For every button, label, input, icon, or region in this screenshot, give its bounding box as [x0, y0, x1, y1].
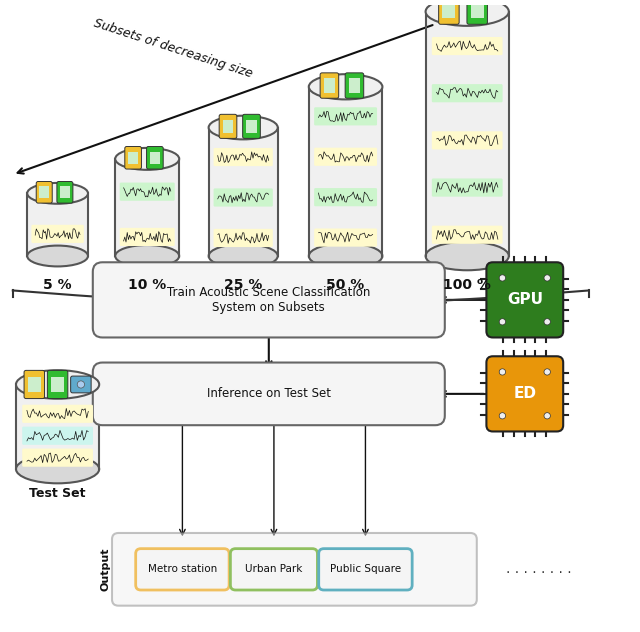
FancyBboxPatch shape [70, 376, 91, 393]
Circle shape [544, 413, 550, 419]
FancyBboxPatch shape [24, 370, 45, 399]
Ellipse shape [426, 242, 509, 270]
Ellipse shape [426, 0, 509, 26]
Text: 50 %: 50 % [326, 278, 365, 292]
Polygon shape [27, 193, 88, 256]
FancyBboxPatch shape [438, 0, 459, 24]
Circle shape [544, 319, 550, 325]
Circle shape [499, 319, 506, 325]
FancyBboxPatch shape [22, 449, 93, 467]
FancyBboxPatch shape [319, 549, 412, 590]
Ellipse shape [115, 245, 179, 267]
FancyBboxPatch shape [432, 226, 502, 244]
FancyBboxPatch shape [486, 356, 563, 432]
FancyBboxPatch shape [214, 188, 273, 207]
FancyBboxPatch shape [60, 186, 70, 198]
FancyBboxPatch shape [345, 73, 364, 98]
FancyBboxPatch shape [51, 377, 64, 392]
FancyBboxPatch shape [22, 427, 93, 445]
FancyBboxPatch shape [214, 229, 273, 247]
FancyBboxPatch shape [314, 188, 377, 206]
FancyBboxPatch shape [432, 131, 502, 150]
Ellipse shape [309, 243, 383, 269]
Text: 5 %: 5 % [44, 278, 72, 292]
Text: Inference on Test Set: Inference on Test Set [207, 387, 331, 400]
FancyBboxPatch shape [314, 107, 377, 125]
FancyBboxPatch shape [467, 0, 488, 24]
Ellipse shape [209, 244, 278, 268]
Circle shape [499, 413, 506, 419]
FancyBboxPatch shape [230, 549, 317, 590]
FancyBboxPatch shape [93, 262, 445, 337]
Text: . . . . . . . .: . . . . . . . . [506, 562, 572, 576]
FancyBboxPatch shape [219, 114, 237, 138]
FancyBboxPatch shape [125, 147, 141, 169]
FancyBboxPatch shape [47, 370, 68, 399]
Text: Metro station: Metro station [148, 564, 217, 574]
Ellipse shape [209, 116, 278, 140]
Text: Train Acoustic Scene Classification
System on Subsets: Train Acoustic Scene Classification Syst… [167, 286, 371, 314]
FancyBboxPatch shape [324, 78, 335, 93]
Polygon shape [426, 11, 509, 256]
FancyBboxPatch shape [442, 3, 456, 18]
Polygon shape [115, 159, 179, 256]
FancyBboxPatch shape [22, 404, 93, 423]
Ellipse shape [16, 370, 99, 399]
Circle shape [499, 369, 506, 375]
FancyBboxPatch shape [432, 37, 502, 55]
Text: Test Set: Test Set [29, 487, 86, 500]
Text: Output: Output [100, 547, 111, 591]
Polygon shape [209, 128, 278, 256]
Text: ED: ED [513, 386, 536, 401]
FancyBboxPatch shape [432, 84, 502, 102]
FancyBboxPatch shape [243, 114, 260, 138]
FancyBboxPatch shape [112, 533, 477, 605]
Text: Public Square: Public Square [330, 564, 401, 574]
Circle shape [77, 381, 84, 388]
Text: 25 %: 25 % [224, 278, 262, 292]
Circle shape [544, 369, 550, 375]
FancyBboxPatch shape [28, 377, 41, 392]
FancyBboxPatch shape [57, 181, 73, 203]
Text: 100 %: 100 % [444, 278, 491, 292]
Polygon shape [16, 384, 99, 469]
Polygon shape [309, 87, 383, 256]
Ellipse shape [16, 455, 99, 483]
Circle shape [499, 275, 506, 281]
FancyBboxPatch shape [136, 549, 229, 590]
FancyBboxPatch shape [320, 73, 339, 98]
Text: Urban Park: Urban Park [245, 564, 303, 574]
FancyBboxPatch shape [471, 3, 484, 18]
Ellipse shape [27, 246, 88, 267]
Text: Subsets of decreasing size: Subsets of decreasing size [92, 17, 254, 80]
FancyBboxPatch shape [349, 78, 360, 93]
FancyBboxPatch shape [246, 119, 257, 133]
FancyBboxPatch shape [150, 152, 160, 164]
Text: GPU: GPU [507, 293, 543, 307]
FancyBboxPatch shape [120, 183, 175, 201]
Ellipse shape [115, 148, 179, 170]
Text: 10 %: 10 % [128, 278, 166, 292]
FancyBboxPatch shape [432, 178, 502, 197]
FancyBboxPatch shape [120, 228, 175, 246]
Circle shape [544, 275, 550, 281]
FancyBboxPatch shape [36, 181, 52, 203]
FancyBboxPatch shape [314, 148, 377, 166]
FancyBboxPatch shape [31, 225, 84, 243]
FancyBboxPatch shape [39, 186, 49, 198]
Ellipse shape [27, 183, 88, 204]
FancyBboxPatch shape [93, 363, 445, 425]
FancyBboxPatch shape [128, 152, 138, 164]
FancyBboxPatch shape [147, 147, 163, 169]
FancyBboxPatch shape [223, 119, 234, 133]
FancyBboxPatch shape [214, 148, 273, 166]
FancyBboxPatch shape [314, 229, 377, 246]
FancyBboxPatch shape [486, 262, 563, 337]
Ellipse shape [309, 74, 383, 99]
